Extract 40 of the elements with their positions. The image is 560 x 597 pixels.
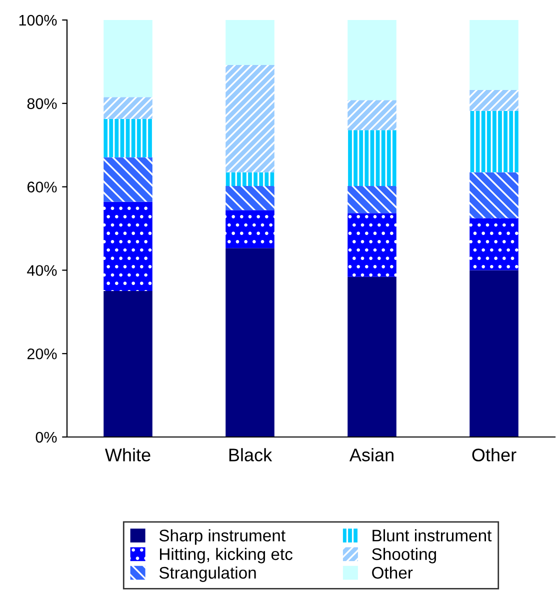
- bar: [470, 172, 518, 218]
- legend-label: Sharp instrument: [159, 529, 286, 545]
- x-tick-label: Asian: [349, 448, 394, 462]
- legend-label: Blunt instrument: [372, 529, 492, 542]
- bar: [348, 213, 396, 277]
- x-tick-label: Black: [229, 448, 272, 462]
- bar: [226, 210, 274, 248]
- bar: [226, 248, 274, 437]
- bar: [348, 100, 396, 130]
- bar: [348, 20, 396, 100]
- y-tick-label: 20%: [27, 348, 57, 360]
- bar: [104, 291, 152, 437]
- bar: [226, 172, 274, 186]
- bar: [470, 110, 518, 172]
- bar: [104, 118, 152, 158]
- bar: [470, 90, 518, 111]
- y-tick-label: 40%: [27, 265, 57, 276]
- x-tick-label: White: [105, 448, 150, 462]
- bar: [104, 202, 152, 292]
- bar: [226, 186, 274, 210]
- bar: [470, 270, 518, 437]
- legend-label: Other: [372, 566, 413, 579]
- y-tick-label: 80%: [27, 98, 57, 110]
- y-tick-label: 0%: [36, 432, 57, 443]
- bar: [348, 186, 396, 214]
- bar: [470, 218, 518, 270]
- bar: [104, 20, 152, 98]
- bar: [348, 276, 396, 437]
- legend-label: Hitting, kicking etc: [160, 548, 293, 564]
- x-tick-label: Other: [472, 448, 516, 462]
- bar: [348, 130, 396, 186]
- legend-label: Shooting: [372, 548, 436, 564]
- bar: [470, 20, 518, 90]
- legend-label: Strangulation: [159, 566, 256, 582]
- y-tick-label: 100%: [19, 14, 57, 26]
- bar: [226, 20, 274, 66]
- bar: [226, 65, 274, 172]
- bar: [104, 157, 152, 202]
- y-tick-label: 60%: [27, 182, 57, 192]
- bar: [104, 97, 152, 119]
